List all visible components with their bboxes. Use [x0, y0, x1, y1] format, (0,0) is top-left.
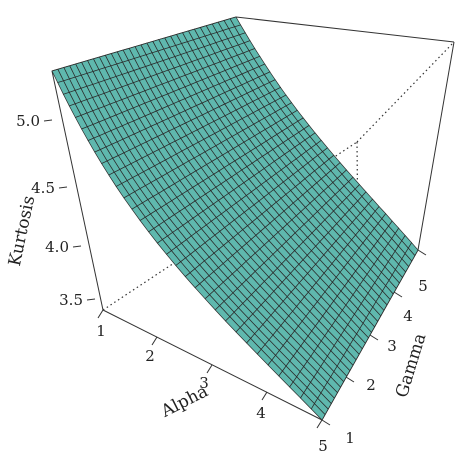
x-tick-label: 1: [96, 322, 106, 340]
y-tick-label: 3: [387, 337, 397, 355]
tick-mark: [369, 334, 379, 341]
tick-mark: [86, 298, 96, 301]
y-tick-label: 1: [345, 429, 355, 447]
axis-ticks: [43, 119, 427, 429]
y-tick-label: 4: [403, 307, 413, 325]
tick-mark: [97, 309, 104, 319]
y-tick-label: 2: [366, 376, 376, 394]
tick-mark: [417, 249, 427, 256]
x-tick-label: 5: [318, 437, 328, 455]
tick-mark: [72, 245, 82, 248]
z-tick-label: 3.5: [59, 291, 83, 309]
z-tick-label: 4.0: [45, 238, 69, 256]
x-tick-label: 3: [199, 374, 209, 392]
tick-mark: [261, 391, 268, 401]
tick-mark: [58, 186, 68, 189]
y-tick-label: 5: [418, 277, 428, 295]
tick-mark: [206, 364, 213, 374]
z-axis-title: Kurtosis: [5, 194, 39, 268]
x-axis-title: Alpha: [157, 381, 211, 422]
tick-mark: [316, 419, 323, 429]
tick-mark: [151, 336, 158, 346]
y-axis-title: Gamma: [392, 331, 430, 400]
tick-mark: [345, 376, 355, 383]
kurtosis-surface: [51, 16, 419, 421]
x-tick-label: 2: [145, 347, 155, 365]
x-tick-label: 4: [256, 404, 266, 422]
z-tick-label: 5.0: [16, 112, 40, 130]
tick-mark: [321, 419, 331, 426]
tick-mark: [393, 291, 403, 298]
z-tick-label: 4.5: [31, 179, 55, 197]
tick-mark: [43, 119, 53, 122]
